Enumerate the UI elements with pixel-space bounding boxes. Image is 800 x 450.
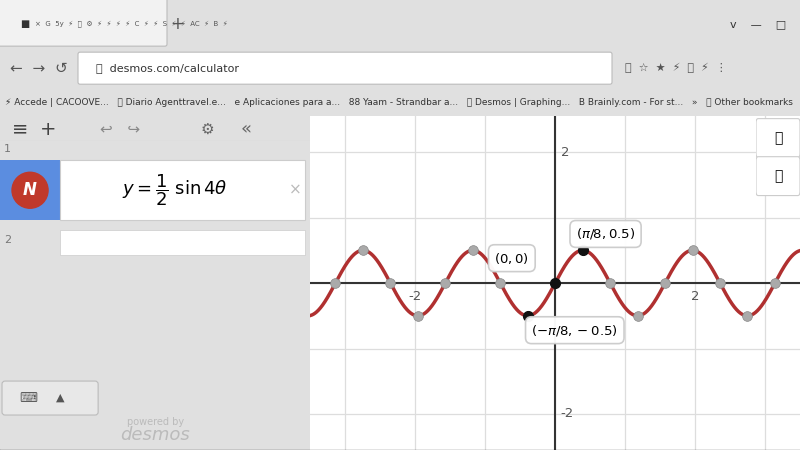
Bar [60,230,306,255]
Text: 1: 1 [4,144,11,154]
FancyBboxPatch shape [2,381,98,415]
Bar [60,160,306,220]
Text: 2: 2 [691,290,699,302]
Text: ⚡ Accede | CACOOVE...   📁 Diario Agenttravel.e...   e Aplicaciones para a...   8: ⚡ Accede | CACOOVE... 📁 Diario Agenttrav… [5,98,793,107]
Text: $(\pi/8, 0.5)$: $(\pi/8, 0.5)$ [576,226,635,242]
Text: 2: 2 [4,235,11,245]
Text: +: + [40,120,57,139]
Text: ←  →  ↺: ← → ↺ [10,61,68,76]
Text: 🔒  desmos.com/calculator: 🔒 desmos.com/calculator [96,63,239,73]
Text: powered by: powered by [126,417,184,427]
Text: $(-\pi/8, -0.5)$: $(-\pi/8, -0.5)$ [531,323,618,338]
Text: ≡: ≡ [12,120,28,139]
Text: desmos: desmos [120,426,190,444]
Text: 🔧: 🔧 [774,131,782,145]
Text: 🏠: 🏠 [774,169,782,183]
Text: +: + [170,15,184,33]
Text: v    —    □    ×: v — □ × [730,19,800,29]
Text: ⚙: ⚙ [200,122,214,137]
Text: «: « [240,120,251,138]
Text: -2: -2 [409,290,422,302]
Text: 2: 2 [561,146,570,158]
Bar [0,160,60,220]
Text: ↩   ↪: ↩ ↪ [100,122,140,137]
FancyBboxPatch shape [756,119,800,158]
Text: ■: ■ [20,19,30,29]
Text: ⌨: ⌨ [19,392,37,405]
Text: N: N [23,181,37,199]
Circle shape [12,172,48,208]
Text: -2: -2 [561,408,574,420]
Text: $y = \dfrac{1}{2}\ \sin 4\theta$: $y = \dfrac{1}{2}\ \sin 4\theta$ [122,172,228,208]
Text: 🔍  ☆  ★  ⚡  🔒  ⚡  ⋮: 🔍 ☆ ★ ⚡ 🔒 ⚡ ⋮ [625,63,727,73]
Text: ×: × [289,183,302,198]
FancyBboxPatch shape [756,157,800,196]
Text: ×  G  5y  ⚡  🎵  ⚙  ⚡  ⚡  ⚡  ⚡  C  ⚡  ⚡  S  ⚡  ⚡  AC  ⚡  B  ⚡: × G 5y ⚡ 🎵 ⚙ ⚡ ⚡ ⚡ ⚡ C ⚡ ⚡ S ⚡ ⚡ AC ⚡ B … [35,21,228,27]
Text: $(0, 0)$: $(0, 0)$ [494,251,530,266]
Text: ▲: ▲ [56,393,64,403]
FancyBboxPatch shape [78,52,612,84]
FancyBboxPatch shape [0,0,167,46]
